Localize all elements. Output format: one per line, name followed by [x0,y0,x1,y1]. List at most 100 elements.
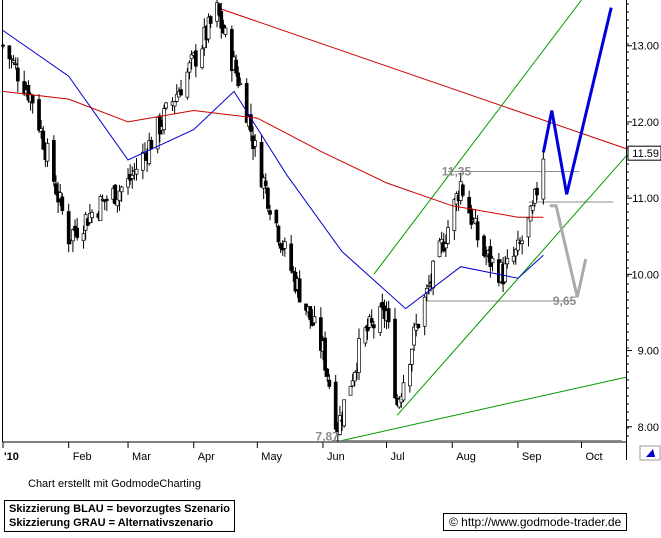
candle-body [363,327,368,344]
candle-body [206,16,211,40]
candle-body [416,323,421,329]
candle-body [342,399,347,427]
legend-line-blue: Skizzierung BLAU = bevorzugtes Szenario [9,503,230,515]
candle-body [475,221,480,241]
candle-body [446,227,450,244]
x-tick-label: Oct [586,451,603,463]
candle-body [1,44,5,47]
candle-body [541,158,546,200]
candle-body [71,229,75,242]
candle-body [88,213,92,223]
scenario-legend: Skizzierung BLAU = bevorzugtes Szenario … [4,500,235,532]
candle-body [274,209,279,224]
candle-body [162,108,166,130]
candle-body [444,243,448,249]
scroll-arrow-icon [646,449,655,457]
candle-body [520,240,525,244]
x-tick-label: Apr [198,451,215,463]
candle-body [488,246,493,267]
candle-body [26,85,31,101]
candle-body [484,255,488,258]
candle-body [297,278,302,303]
candle-body [439,239,444,244]
x-tick-label: Feb [73,451,92,463]
candle-body [511,255,516,262]
candle-body [266,187,270,209]
candle-body [141,151,145,171]
price-chart: 8.00 9.00 10.00 11.00 12.00 13.00 11.59 '10 Feb… [1,0,661,463]
candle-body [505,257,510,265]
candle-body [452,199,457,232]
chart-lines [216,0,627,441]
candle-body [217,3,221,16]
y-tick-label: 12.00 [631,117,659,129]
candle-body [253,140,258,147]
candle-body [263,180,268,187]
x-tick-label: Sep [522,451,542,463]
candle-body [66,211,71,245]
scenarios [541,7,613,298]
x-tick-label: Jul [391,451,405,463]
x-axis: '10 Feb Mar Apr May Jun Jul Aug Sep Oct [2,442,603,463]
candle-body [98,196,103,222]
candle-body [200,48,205,68]
candle-body [157,115,162,135]
candle-body [187,62,192,73]
candle-body [333,381,338,430]
candle-body [482,235,486,256]
candle-body [81,233,86,242]
candle-body [469,208,474,225]
candle-body [350,380,355,387]
candle-body [289,243,294,272]
candle-body [268,210,272,215]
trendline [373,0,582,275]
candle-body [327,379,332,387]
candle-body [179,89,183,96]
candle-body [365,325,370,332]
candle-body [422,296,427,327]
x-tick-label: Jun [327,451,345,463]
candle-body [41,130,46,150]
candle-body [319,317,323,351]
candle-body [90,212,94,218]
candle-body [52,139,56,182]
candle-body [11,60,16,63]
candle-body [437,240,442,258]
y-tick-label: 10.00 [631,269,659,281]
candle-body [219,11,224,29]
candle-body [104,198,109,201]
candle-body [431,260,436,289]
candle-body [75,227,80,238]
candle-body [15,67,20,82]
candle-body [427,284,431,287]
candle-body [325,368,330,377]
moving-average-line [2,90,544,218]
candle-body [401,382,406,401]
annotation-label: 7,87 [316,430,340,444]
candle-body [513,248,518,257]
candle-body [528,205,533,222]
candle-body [236,72,241,87]
candle-body [113,184,118,205]
candle-body [126,178,130,188]
candle-body [357,338,361,373]
candle-body [230,29,234,71]
source-link[interactable]: © http://www.godmode-trader.de [443,513,628,531]
candle-body [238,82,243,85]
candle-body [276,225,281,243]
candle-body [467,197,472,214]
candle-body [189,54,194,60]
candle-body [164,102,169,109]
y-axis: 8.00 9.00 10.00 11.00 12.00 13.00 11.59 [626,41,661,434]
y-tick-label: 8.00 [638,422,659,434]
candle-body [147,140,152,165]
candle-body [9,58,14,60]
candle-body [149,139,154,150]
candle-body [117,190,122,201]
candle-body [208,16,213,24]
candle-body [234,59,238,74]
candle-body [393,318,397,399]
scenario-path [549,204,588,298]
y-tick-label: 9.00 [638,346,659,358]
candle-body [58,192,63,200]
